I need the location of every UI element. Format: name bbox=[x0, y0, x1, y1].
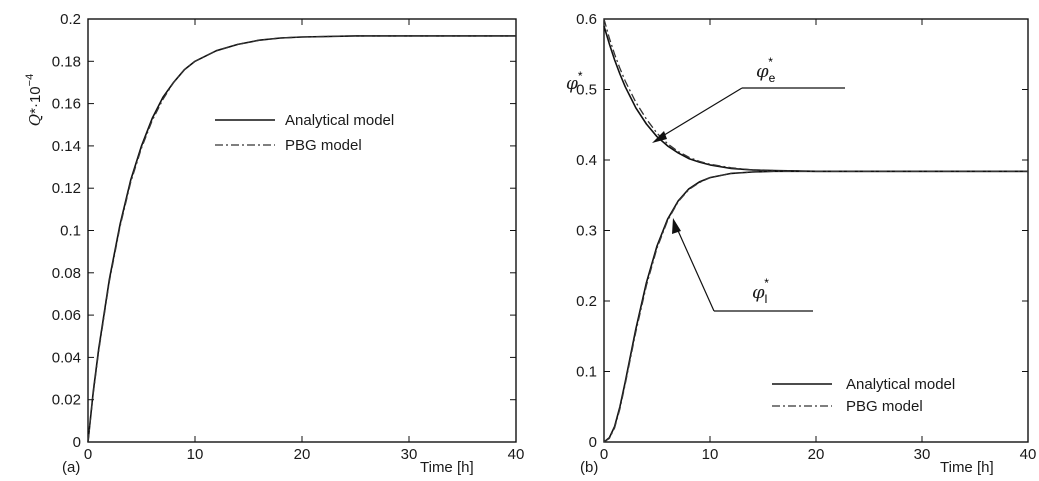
y-tick-label-a-8: 0.16 bbox=[52, 96, 81, 113]
legend-a-entry-1: PBG model bbox=[285, 137, 362, 154]
y-tick-label-a-9: 0.18 bbox=[52, 53, 81, 70]
annotation-phi-e-label: φe * bbox=[756, 55, 776, 85]
legend-b: Analytical model PBG model bbox=[772, 376, 955, 415]
x-axis-title-b: Time [h] bbox=[940, 459, 994, 476]
chart-panel-b: 0 10 20 30 40 0 0.1 0.2 0.3 0.4 0.5 0.6 Time [h] (b… bbox=[566, 11, 1036, 476]
x-axis-title-a: Time [h] bbox=[420, 459, 474, 476]
y-tick-label-b-5: 0.5 bbox=[576, 82, 597, 99]
x-tick-label-a-0: 0 bbox=[84, 446, 92, 463]
panel-label-b: (b) bbox=[580, 459, 598, 476]
axes-a: 0 10 20 30 40 0 0.02 0.04 0.06 0.08 0.1 0.12 0.14 0.1… bbox=[52, 11, 525, 463]
marks-a bbox=[87, 35, 516, 443]
y-tick-label-a-5: 0.1 bbox=[60, 223, 81, 240]
y-axis-symbol-b: φ bbox=[566, 74, 578, 94]
y-tick-label-a-2: 0.04 bbox=[52, 349, 81, 366]
y-tick-label-a-0: 0 bbox=[73, 434, 81, 451]
annotation-phi-l-arrowhead bbox=[672, 218, 681, 234]
axes-b: 0 10 20 30 40 0 0.1 0.2 0.3 0.4 0.5 0.6 bbox=[576, 11, 1036, 463]
y-tick-label-b-0: 0 bbox=[589, 434, 597, 451]
plot-frame-b bbox=[603, 18, 1029, 443]
x-tick-label-b-1: 10 bbox=[702, 446, 719, 463]
x-tick-label-b-0: 0 bbox=[600, 446, 608, 463]
y-tick-label-a-10: 0.2 bbox=[60, 11, 81, 28]
marks-b bbox=[603, 18, 1028, 443]
annotation-phi-e: φe * bbox=[652, 55, 845, 143]
y-tick-label-a-4: 0.08 bbox=[52, 265, 81, 282]
series-line-a-1-pbg bbox=[87, 35, 516, 443]
x-tick-label-a-4: 40 bbox=[508, 446, 525, 463]
panel-label-a: (a) bbox=[62, 459, 80, 476]
y-tick-label-a-6: 0.12 bbox=[52, 180, 81, 197]
y-axis-symbol-a: Q bbox=[26, 114, 44, 126]
y-axis-rest-a: *·10 bbox=[27, 86, 44, 114]
plot-frame-a bbox=[87, 18, 517, 443]
annotation-phi-e-sub: e bbox=[769, 71, 776, 85]
x-tick-label-a-3: 30 bbox=[401, 446, 418, 463]
annotation-phi-l-sub: l bbox=[765, 292, 768, 306]
y-tick-label-b-6: 0.6 bbox=[576, 11, 597, 28]
x-tick-label-a-1: 10 bbox=[187, 446, 204, 463]
y-axis-title-a: Q*·10−4 bbox=[24, 74, 44, 126]
annotation-phi-l: φl * bbox=[672, 218, 813, 312]
annotation-phi-l-symbol: φ bbox=[752, 282, 765, 303]
series-line-a-0-analytical bbox=[87, 35, 516, 443]
y-tick-label-b-2: 0.2 bbox=[576, 293, 597, 310]
chart-panel-a: 0 10 20 30 40 0 0.02 0.04 0.06 0.08 0.1 0.12 0.14 0.1… bbox=[24, 11, 524, 476]
y-axis-sup-b: * bbox=[578, 69, 583, 83]
y-axis-exp-a: −4 bbox=[24, 74, 36, 87]
legend-a: Analytical model PBG model bbox=[215, 112, 394, 154]
y-tick-label-b-4: 0.4 bbox=[576, 152, 597, 169]
y-tick-label-a-1: 0.02 bbox=[52, 392, 81, 409]
series-line-b-2-analytical bbox=[603, 170, 1028, 443]
annotation-phi-e-leader bbox=[655, 87, 743, 141]
y-tick-label-a-7: 0.14 bbox=[52, 138, 81, 155]
y-tick-label-b-1: 0.1 bbox=[576, 364, 597, 381]
y-tick-label-b-3: 0.3 bbox=[576, 223, 597, 240]
annotation-phi-l-leader bbox=[674, 223, 715, 312]
series-line-b-1-pbg bbox=[603, 18, 1028, 172]
x-tick-label-b-3: 30 bbox=[914, 446, 931, 463]
annotation-phi-l-sup: * bbox=[764, 276, 769, 290]
annotation-phi-l-label: φl * bbox=[752, 276, 769, 306]
x-tick-label-b-4: 40 bbox=[1020, 446, 1037, 463]
annotation-phi-e-arrowhead bbox=[652, 131, 667, 143]
series-line-b-3-pbg bbox=[603, 170, 1028, 443]
annotation-phi-e-symbol: φ bbox=[756, 61, 769, 82]
x-tick-label-a-2: 20 bbox=[294, 446, 311, 463]
series-line-b-0-analytical bbox=[603, 25, 1028, 173]
y-axis-title-b: φ* bbox=[566, 69, 583, 94]
legend-b-entry-0: Analytical model bbox=[846, 376, 955, 393]
annotation-phi-e-sup: * bbox=[768, 55, 773, 69]
legend-a-entry-0: Analytical model bbox=[285, 112, 394, 129]
x-tick-label-b-2: 20 bbox=[808, 446, 825, 463]
legend-b-entry-1: PBG model bbox=[846, 398, 923, 415]
y-tick-label-a-3: 0.06 bbox=[52, 307, 81, 324]
